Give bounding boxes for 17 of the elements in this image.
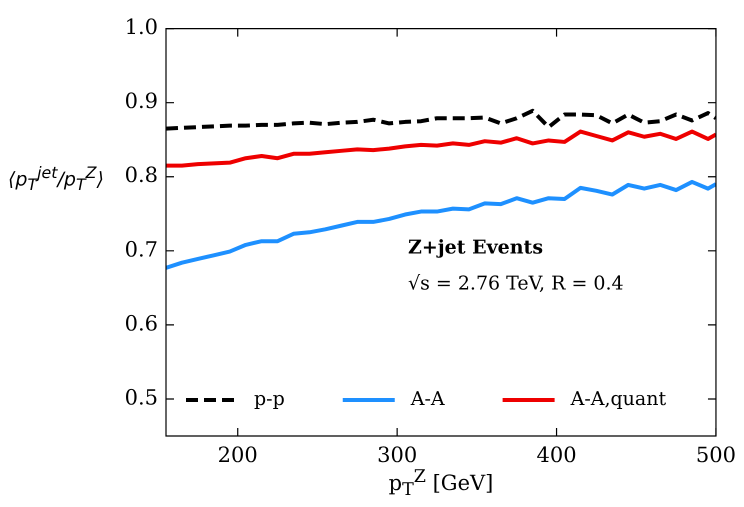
x-axis-title: p$_{T}$$^{Z}$ [GeV] <box>388 466 494 500</box>
legend-label: p-p <box>254 388 285 410</box>
y-tick-label: 0.5 <box>124 385 158 410</box>
x-tick-label: 500 <box>696 443 736 468</box>
y-tick-label: 0.6 <box>124 311 158 336</box>
x-tick-label: 300 <box>377 443 418 468</box>
y-tick-label: 0.7 <box>124 237 158 262</box>
annotation: √s = 2.76 TeV, R = 0.4 <box>408 272 624 295</box>
legend-label: A-A <box>410 388 445 410</box>
legend-label: A-A,quant <box>570 388 666 410</box>
y-tick-label: 0.8 <box>124 163 158 188</box>
y-axis-title: ⟨p$_{T}$$^{jet}$/p$_{T}$$^{Z}$⟩ <box>8 163 104 194</box>
y-tick-label: 0.9 <box>124 89 158 114</box>
annotation: Z+jet Events <box>408 236 544 259</box>
x-tick-label: 400 <box>536 443 577 468</box>
x-tick-label: 200 <box>218 443 258 468</box>
y-tick-label: 1.0 <box>124 15 158 40</box>
